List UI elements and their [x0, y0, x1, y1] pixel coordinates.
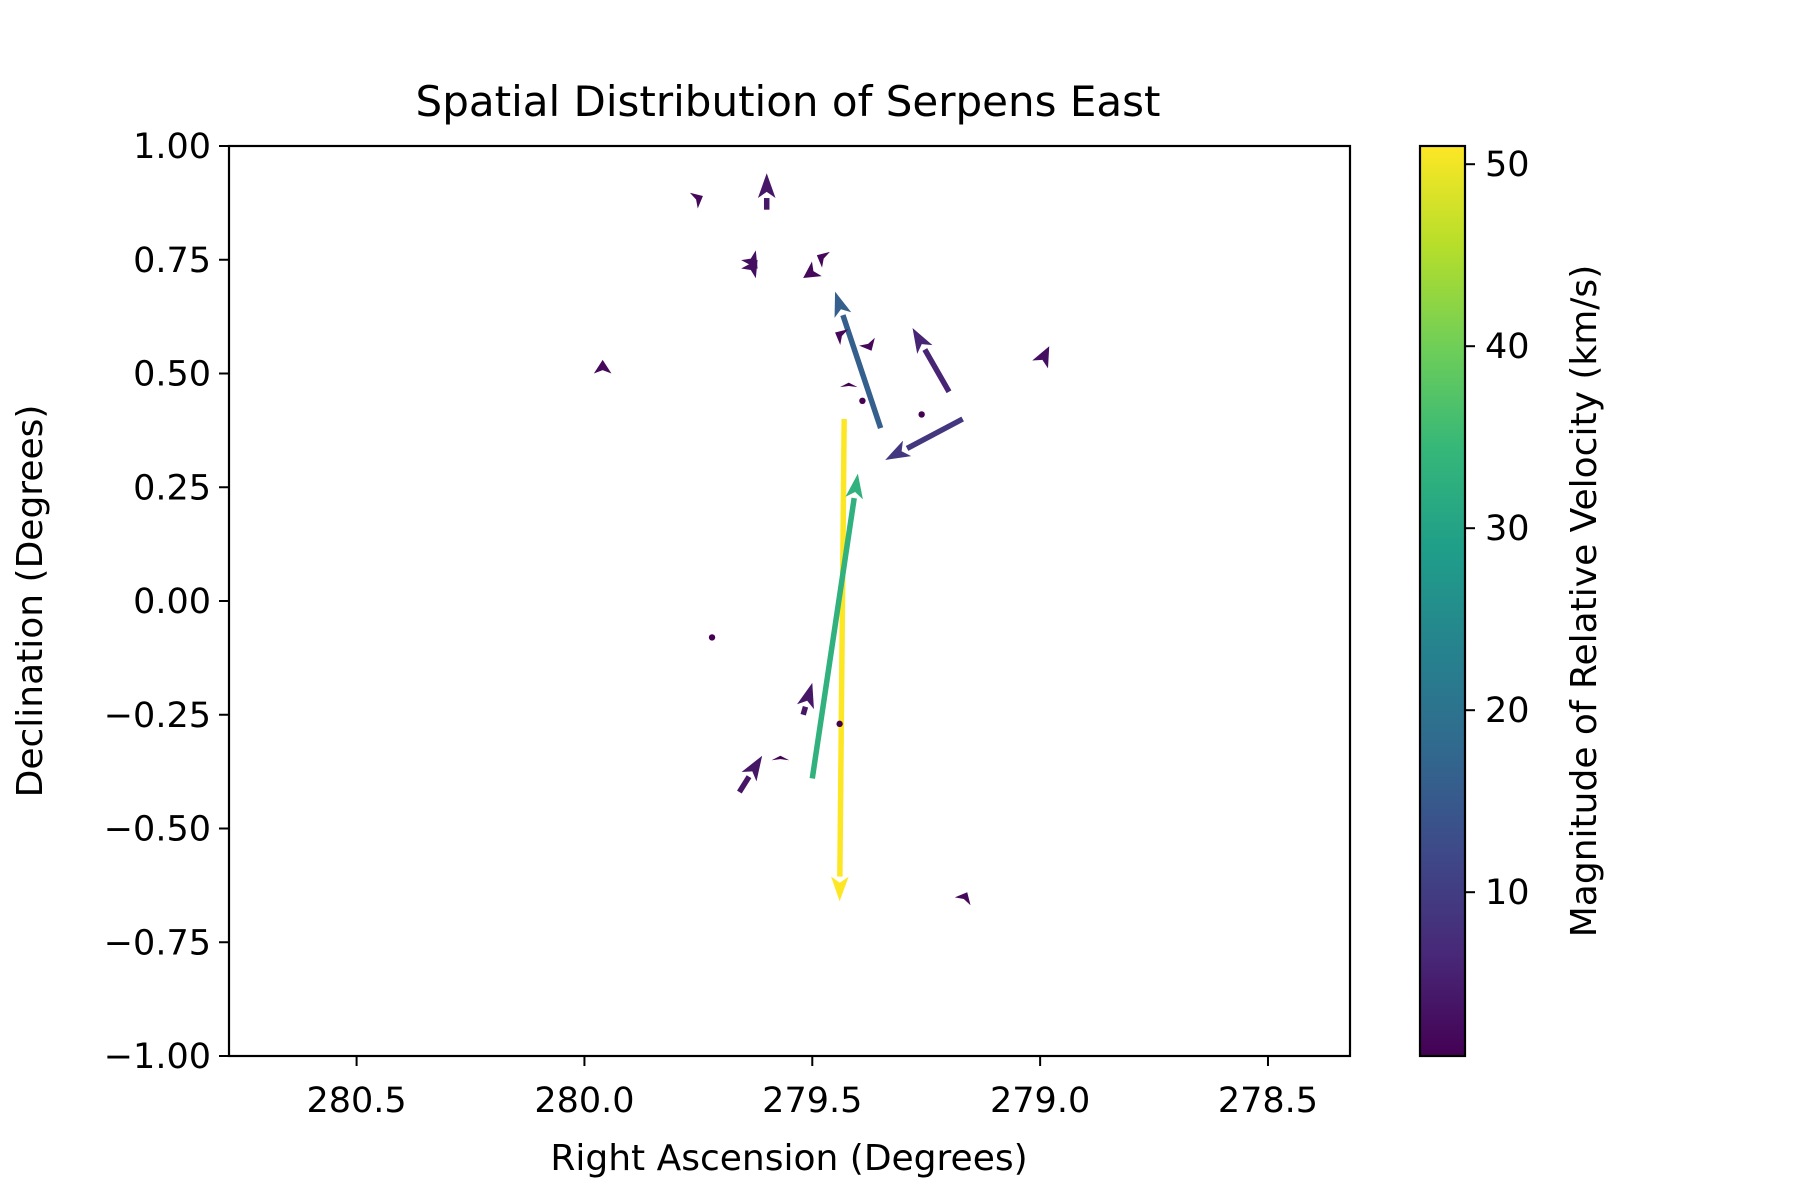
quiver-arrow-shaft — [800, 705, 809, 716]
quiver-arrow-head — [954, 892, 971, 906]
colorbar: 10 20 30 40 50 Magnitude of Relative Velocit… — [1418, 144, 1605, 1058]
colorbar-tick-label: 20 — [1485, 691, 1530, 731]
quiver-arrow — [836, 720, 843, 728]
quiver-arrow — [797, 682, 814, 716]
x-tick-label: 279.5 — [762, 1081, 862, 1121]
x-axis-label: Right Ascension (Degrees) — [550, 1138, 1027, 1179]
colorbar-tick-label: 40 — [1485, 327, 1530, 367]
quiver-arrows — [593, 173, 1050, 906]
quiver-arrow — [859, 397, 866, 404]
x-tick-label: 280.5 — [306, 1081, 406, 1121]
quiver-arrow — [885, 416, 964, 460]
quiver-arrow-shaft — [837, 418, 847, 877]
quiver-arrow-head — [845, 473, 863, 500]
quiver-arrow — [839, 382, 858, 388]
y-tick-label: −1.00 — [104, 1037, 211, 1077]
quiver-arrow-dot — [708, 634, 716, 641]
quiver-arrow — [741, 250, 758, 269]
quiver-arrow-dot — [918, 411, 925, 418]
plot-area — [227, 144, 1352, 1058]
quiver-arrow — [834, 291, 884, 429]
chart-title: Spatial Distribution of Serpens East — [416, 77, 1161, 126]
quiver-arrow-head — [741, 250, 758, 269]
x-tick-label: 280.0 — [534, 1081, 634, 1121]
quiver-arrow — [835, 329, 849, 345]
quiver-arrow-dot — [836, 720, 843, 728]
colorbar-frame — [1418, 144, 1467, 1058]
quiver-arrow — [912, 328, 952, 394]
quiver-arrow — [757, 173, 776, 210]
quiver-arrow-shaft — [905, 416, 964, 451]
quiver-arrow-shaft — [763, 198, 770, 210]
quiver-arrow-head — [885, 440, 912, 460]
quiver-arrow — [708, 634, 716, 641]
quiver-arrow-head — [757, 173, 776, 199]
quiver-arrow-head — [859, 337, 875, 351]
y-tick-label: −0.25 — [104, 696, 211, 736]
quiver-arrow — [1032, 346, 1050, 369]
colorbar-ticks: 10 20 30 40 50 — [1465, 145, 1530, 913]
quiver-arrow-dot — [859, 397, 866, 404]
quiver-arrow-head — [839, 382, 858, 388]
quiver-arrow-head — [803, 261, 822, 278]
quiver-arrow — [954, 892, 971, 906]
quiver-arrow-head — [834, 291, 852, 318]
colorbar-tick-label: 30 — [1485, 509, 1530, 549]
quiver-arrow — [593, 359, 612, 374]
colorbar-tick-label: 50 — [1485, 145, 1530, 185]
quiver-arrow-shaft — [922, 348, 952, 394]
quiver-arrow-head — [816, 251, 830, 268]
quiver-arrow-shaft — [809, 497, 857, 779]
quiver-arrow-head — [835, 329, 849, 345]
y-tick-label: 0.25 — [133, 468, 211, 508]
quiver-arrow-shaft — [737, 775, 752, 794]
quiver-arrow-head — [912, 328, 933, 354]
x-tick-label: 278.5 — [1218, 1081, 1318, 1121]
quiver-arrow-head — [689, 192, 703, 209]
quiver-arrow — [816, 251, 830, 268]
quiver-arrow — [771, 755, 790, 761]
quiver-arrow — [859, 337, 875, 351]
plot-background — [229, 146, 1350, 1056]
y-axis-label: Declination (Degrees) — [10, 405, 51, 798]
quiver-arrow — [809, 473, 863, 779]
quiver-arrow-head — [771, 755, 790, 761]
y-tick-label: −0.50 — [104, 810, 211, 850]
quiver-arrow-head — [831, 876, 849, 902]
y-tick-label: 0.00 — [133, 582, 211, 622]
y-tick-label: 0.50 — [133, 355, 211, 395]
quiver-arrow — [918, 411, 925, 418]
y-tick-label: 0.75 — [133, 241, 211, 281]
quiver-arrow-shaft — [840, 314, 884, 429]
quiver-arrow — [831, 418, 849, 902]
quiver-arrow — [737, 755, 763, 794]
quiver-arrow — [803, 261, 822, 278]
quiver-arrow-head — [1032, 346, 1050, 369]
colorbar-tick-label: 10 — [1485, 873, 1530, 913]
y-tick-label: 1.00 — [133, 127, 211, 167]
quiver-arrow — [689, 192, 703, 209]
y-tick-label: −0.75 — [104, 923, 211, 963]
x-tick-label: 279.0 — [990, 1081, 1090, 1121]
x-axis-ticks: 280.5 280.0 279.5 279.0 278.5 — [306, 1056, 1318, 1121]
colorbar-gradient — [1420, 146, 1465, 1056]
y-axis-ticks: 1.00 0.75 0.50 0.25 0.00 −0.25 −0.50 −0.75 −1.00 — [104, 127, 229, 1077]
quiver-arrow-head — [593, 359, 612, 374]
quiver-arrow-head — [741, 755, 763, 782]
quiver-arrow-head — [797, 682, 814, 710]
colorbar-label: Magnitude of Relative Velocity (km/s) — [1564, 265, 1605, 938]
